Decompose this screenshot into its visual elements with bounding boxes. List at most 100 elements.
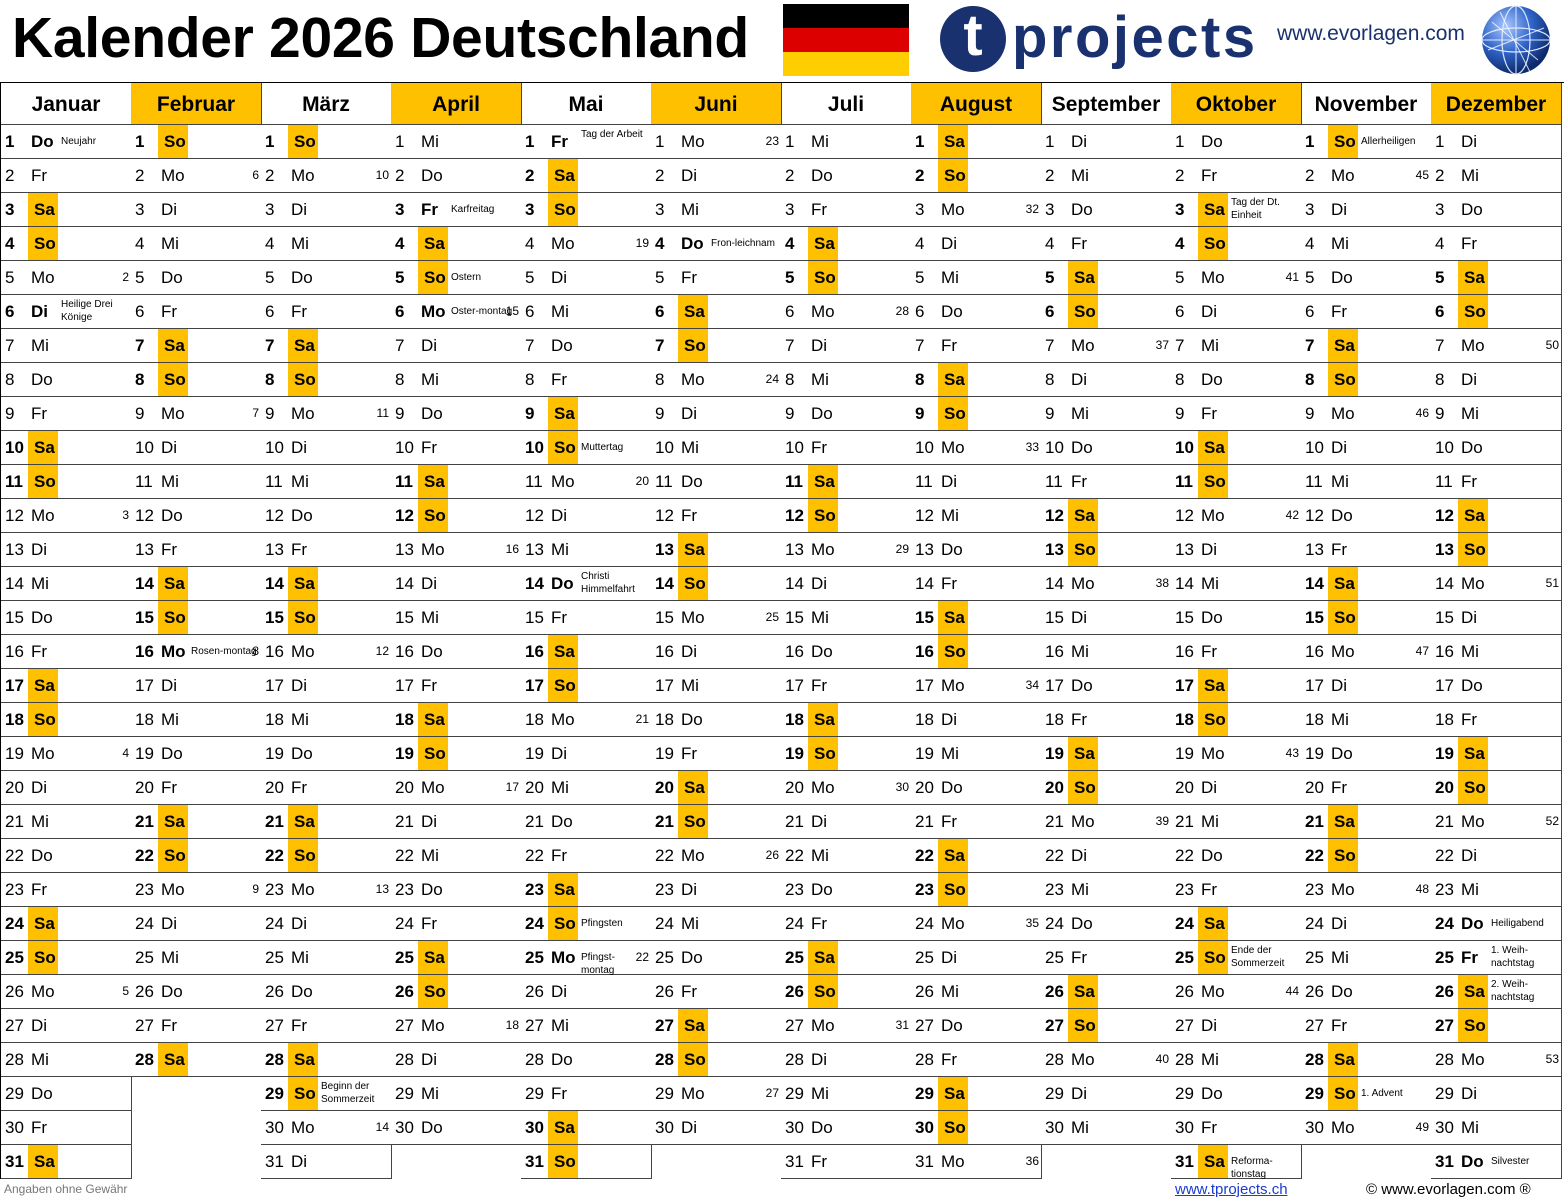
day-cell: 24 Di: [261, 907, 391, 941]
month-column: Dezember 1 Di 2 Mi 3 Do 4 Fr 5 Sa 6 So 7 Mo 50 8 Di 9 Mi 10 D…: [1431, 83, 1562, 1179]
day-cell: 14 Do Christi Himmelfahrt: [521, 567, 651, 601]
weekday-label: Do: [1071, 914, 1093, 933]
day-number: 2: [915, 166, 925, 185]
week-number: 10: [375, 168, 389, 182]
weekday-label: Fr: [1331, 1016, 1348, 1035]
day-cell: 14 Sa: [1301, 567, 1431, 601]
weekday-label: So: [548, 907, 578, 940]
weekday-label: Sa: [28, 1145, 58, 1178]
week-number: 5: [122, 984, 129, 998]
day-cell: 6 Mo Oster-montag 15: [391, 295, 521, 329]
day-number: 19: [1435, 744, 1454, 763]
day-cell: 11 Mi: [131, 465, 261, 499]
day-number: 26: [915, 982, 934, 1001]
day-cell: 30 Mi: [1431, 1111, 1561, 1145]
day-number: 21: [525, 812, 544, 831]
month-header: Januar: [1, 83, 131, 125]
day-number: 23: [1435, 880, 1454, 899]
day-number: 16: [655, 642, 674, 661]
day-cell: 18 Do: [651, 703, 781, 737]
weekday-label: Mo: [1331, 880, 1355, 899]
day-number: 13: [525, 540, 544, 559]
weekday-label: So: [28, 941, 58, 974]
weekday-label: Do: [421, 404, 443, 423]
day-cell: 10 Sa: [1171, 431, 1301, 465]
day-cell: 7 Mo 50: [1431, 329, 1561, 363]
day-number: 7: [655, 336, 665, 355]
day-number: 23: [1045, 880, 1064, 899]
day-number: 15: [395, 608, 414, 627]
weekday-label: Sa: [808, 465, 838, 498]
day-number: 2: [5, 166, 15, 185]
day-number: 28: [525, 1050, 544, 1069]
weekday-label: Fr: [421, 914, 438, 933]
weekday-label: Mi: [1201, 574, 1219, 593]
weekday-label: So: [1458, 533, 1488, 566]
weekday-label: Sa: [1198, 431, 1228, 464]
day-cell: 12 Sa: [1041, 499, 1171, 533]
day-cell: 1 So: [261, 125, 391, 159]
weekday-label: Do: [811, 642, 833, 661]
weekday-label: Do: [1461, 438, 1483, 457]
day-cell: 17 Sa: [1171, 669, 1301, 703]
weekday-label: Fr: [551, 1084, 568, 1103]
day-cell: 12 So: [391, 499, 521, 533]
day-cell: 4 Mi: [261, 227, 391, 261]
day-cell: 4 Mi: [1301, 227, 1431, 261]
weekday-label: Sa: [1198, 193, 1228, 226]
weekday-label: Sa: [938, 601, 968, 634]
weekday-label: Fr: [1331, 778, 1348, 797]
day-number: 24: [1045, 914, 1064, 933]
day-number: 29: [1305, 1084, 1324, 1103]
weekday-label: Di: [1071, 846, 1088, 865]
weekday-label: Mo: [1071, 812, 1095, 831]
weekday-label: Do: [811, 404, 833, 423]
weekday-label: Di: [551, 744, 568, 763]
weekday-label: Fr: [1201, 880, 1218, 899]
day-number: 14: [5, 574, 24, 593]
day-number: 2: [135, 166, 145, 185]
day-number: 5: [5, 268, 15, 287]
day-cell: 26 Mo 5: [1, 975, 131, 1009]
day-number: 11: [1305, 472, 1323, 491]
weekday-label: So: [1198, 941, 1228, 974]
weekday-label: Mo: [551, 948, 576, 967]
day-number: 11: [1435, 472, 1453, 491]
day-number: 27: [785, 1016, 804, 1035]
weekday-label: So: [1328, 1077, 1358, 1110]
day-cell: 3 Di: [131, 193, 261, 227]
day-number: 5: [915, 268, 925, 287]
weekday-label: Di: [1071, 132, 1088, 151]
day-cell: 6 So: [1041, 295, 1171, 329]
day-cell: 30 Fr: [1171, 1111, 1301, 1145]
day-cell: 2 Do: [781, 159, 911, 193]
weekday-label: Do: [1201, 132, 1223, 151]
weekday-label: Mo: [161, 404, 185, 423]
day-cell: 17 So: [521, 669, 651, 703]
day-cell: 23 So: [911, 873, 1041, 907]
day-number: 3: [1435, 200, 1445, 219]
weekday-label: Sa: [28, 431, 58, 464]
day-cell: 1 So Allerheiligen: [1301, 125, 1431, 159]
day-cell: 31 Di: [261, 1145, 391, 1179]
weekday-label: Mo: [291, 880, 315, 899]
weekday-label: Mo: [421, 302, 446, 321]
day-number: 31: [5, 1152, 24, 1171]
weekday-label: So: [938, 159, 968, 192]
day-number: 21: [1045, 812, 1064, 831]
weekday-label: Mo: [551, 710, 575, 729]
day-cell: 15 Di: [1041, 601, 1171, 635]
day-cell: 22 Mi: [391, 839, 521, 873]
tprojects-link[interactable]: www.tprojects.ch: [1175, 1181, 1288, 1198]
day-number: 17: [395, 676, 414, 695]
day-cell: 6 Mo 28: [781, 295, 911, 329]
day-number: 2: [1175, 166, 1185, 185]
weekday-label: Do: [681, 234, 704, 253]
day-cell: 18 Mi: [131, 703, 261, 737]
day-number: 17: [655, 676, 674, 695]
day-cell: 25 Mo Pfingst-montag 22: [521, 941, 651, 976]
holiday-note: Muttertag: [581, 442, 624, 453]
day-cell: 4 Do Fron-leichnam: [651, 227, 781, 261]
weekday-label: Mi: [681, 676, 699, 695]
week-number: 4: [122, 746, 129, 760]
